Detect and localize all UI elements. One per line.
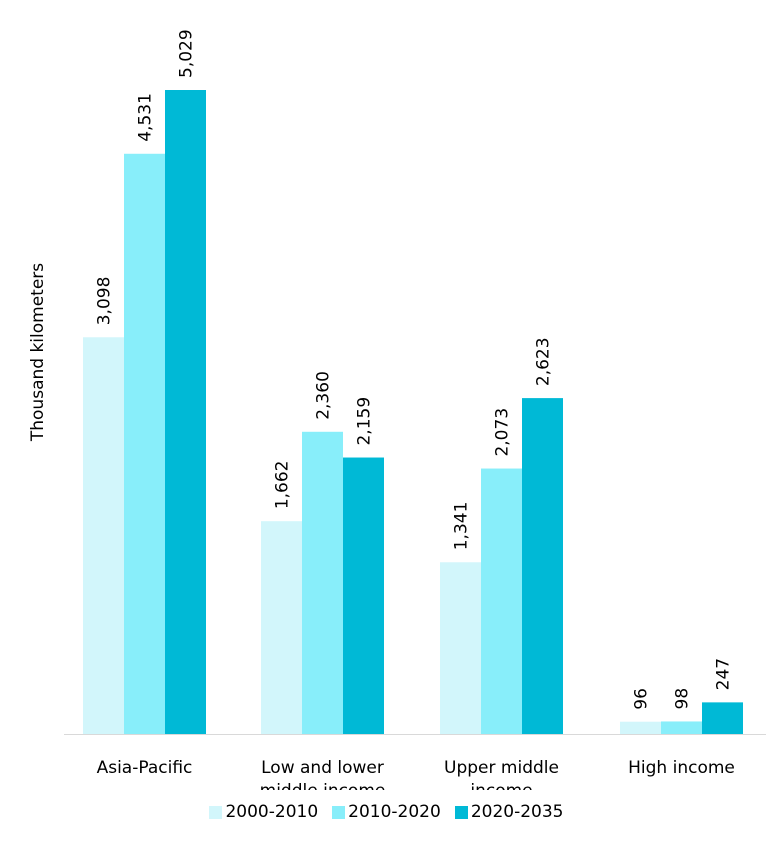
bar-2000-2010-upper-middle-income: [440, 562, 481, 734]
x-tick-label: Asia-Pacific: [97, 758, 193, 778]
bar-2020-2035-high-income: [702, 702, 743, 734]
data-label: 98: [673, 688, 693, 710]
bar-2010-2020-high-income: [661, 721, 702, 734]
bar-2010-2020-low-and-lower-middle-income: [302, 431, 343, 734]
data-label: 247: [714, 658, 734, 690]
data-label: 5,029: [177, 29, 197, 78]
legend-item: 2010-2020: [332, 802, 441, 822]
legend-label: 2000-2010: [225, 802, 319, 822]
legend-swatch: [332, 805, 346, 819]
legend-item: 2020-2035: [454, 802, 564, 822]
bar-2010-2020-upper-middle-income: [481, 468, 522, 734]
data-label: 96: [632, 688, 652, 710]
legend-label: 2020-2035: [470, 802, 564, 822]
x-tick-label: Upper middle: [444, 758, 559, 778]
data-label: 1,341: [452, 502, 472, 551]
data-label: 2,360: [314, 371, 334, 420]
data-label: 1,662: [273, 460, 293, 509]
chart-legend: 2000-2010 2010-2020 2020-2035: [0, 802, 773, 822]
bar-chart-plot: Thousand kilometers 3,098 1,662 1,341 96 4,5…: [28, 29, 766, 801]
legend-swatch: [209, 805, 223, 819]
x-tick-label: middle income: [260, 781, 386, 790]
bar-2000-2010-low-and-lower-middle-income: [261, 521, 302, 734]
data-label: 4,531: [136, 93, 156, 142]
data-label: 2,623: [534, 337, 554, 386]
bar-2010-2020-asia-pacific: [124, 153, 165, 734]
data-label: 2,159: [355, 397, 375, 446]
data-label: 3,098: [95, 277, 115, 326]
data-label: 2,073: [493, 408, 513, 457]
x-tick-label: income: [470, 781, 532, 790]
bar-2000-2010-high-income: [620, 721, 661, 734]
bar-2020-2035-asia-pacific: [165, 90, 206, 734]
bar-2000-2010-asia-pacific: [83, 337, 124, 734]
legend-item: 2000-2010: [209, 802, 318, 822]
legend-label: 2010-2020: [348, 802, 441, 822]
legend-swatch: [454, 805, 468, 819]
bar-2020-2035-low-and-lower-middle-income: [343, 457, 384, 734]
y-axis-label: Thousand kilometers: [28, 263, 48, 442]
bar-2020-2035-upper-middle-income: [522, 398, 563, 734]
x-tick-label: Low and lower: [261, 758, 384, 778]
x-tick-label: High income: [628, 758, 735, 778]
